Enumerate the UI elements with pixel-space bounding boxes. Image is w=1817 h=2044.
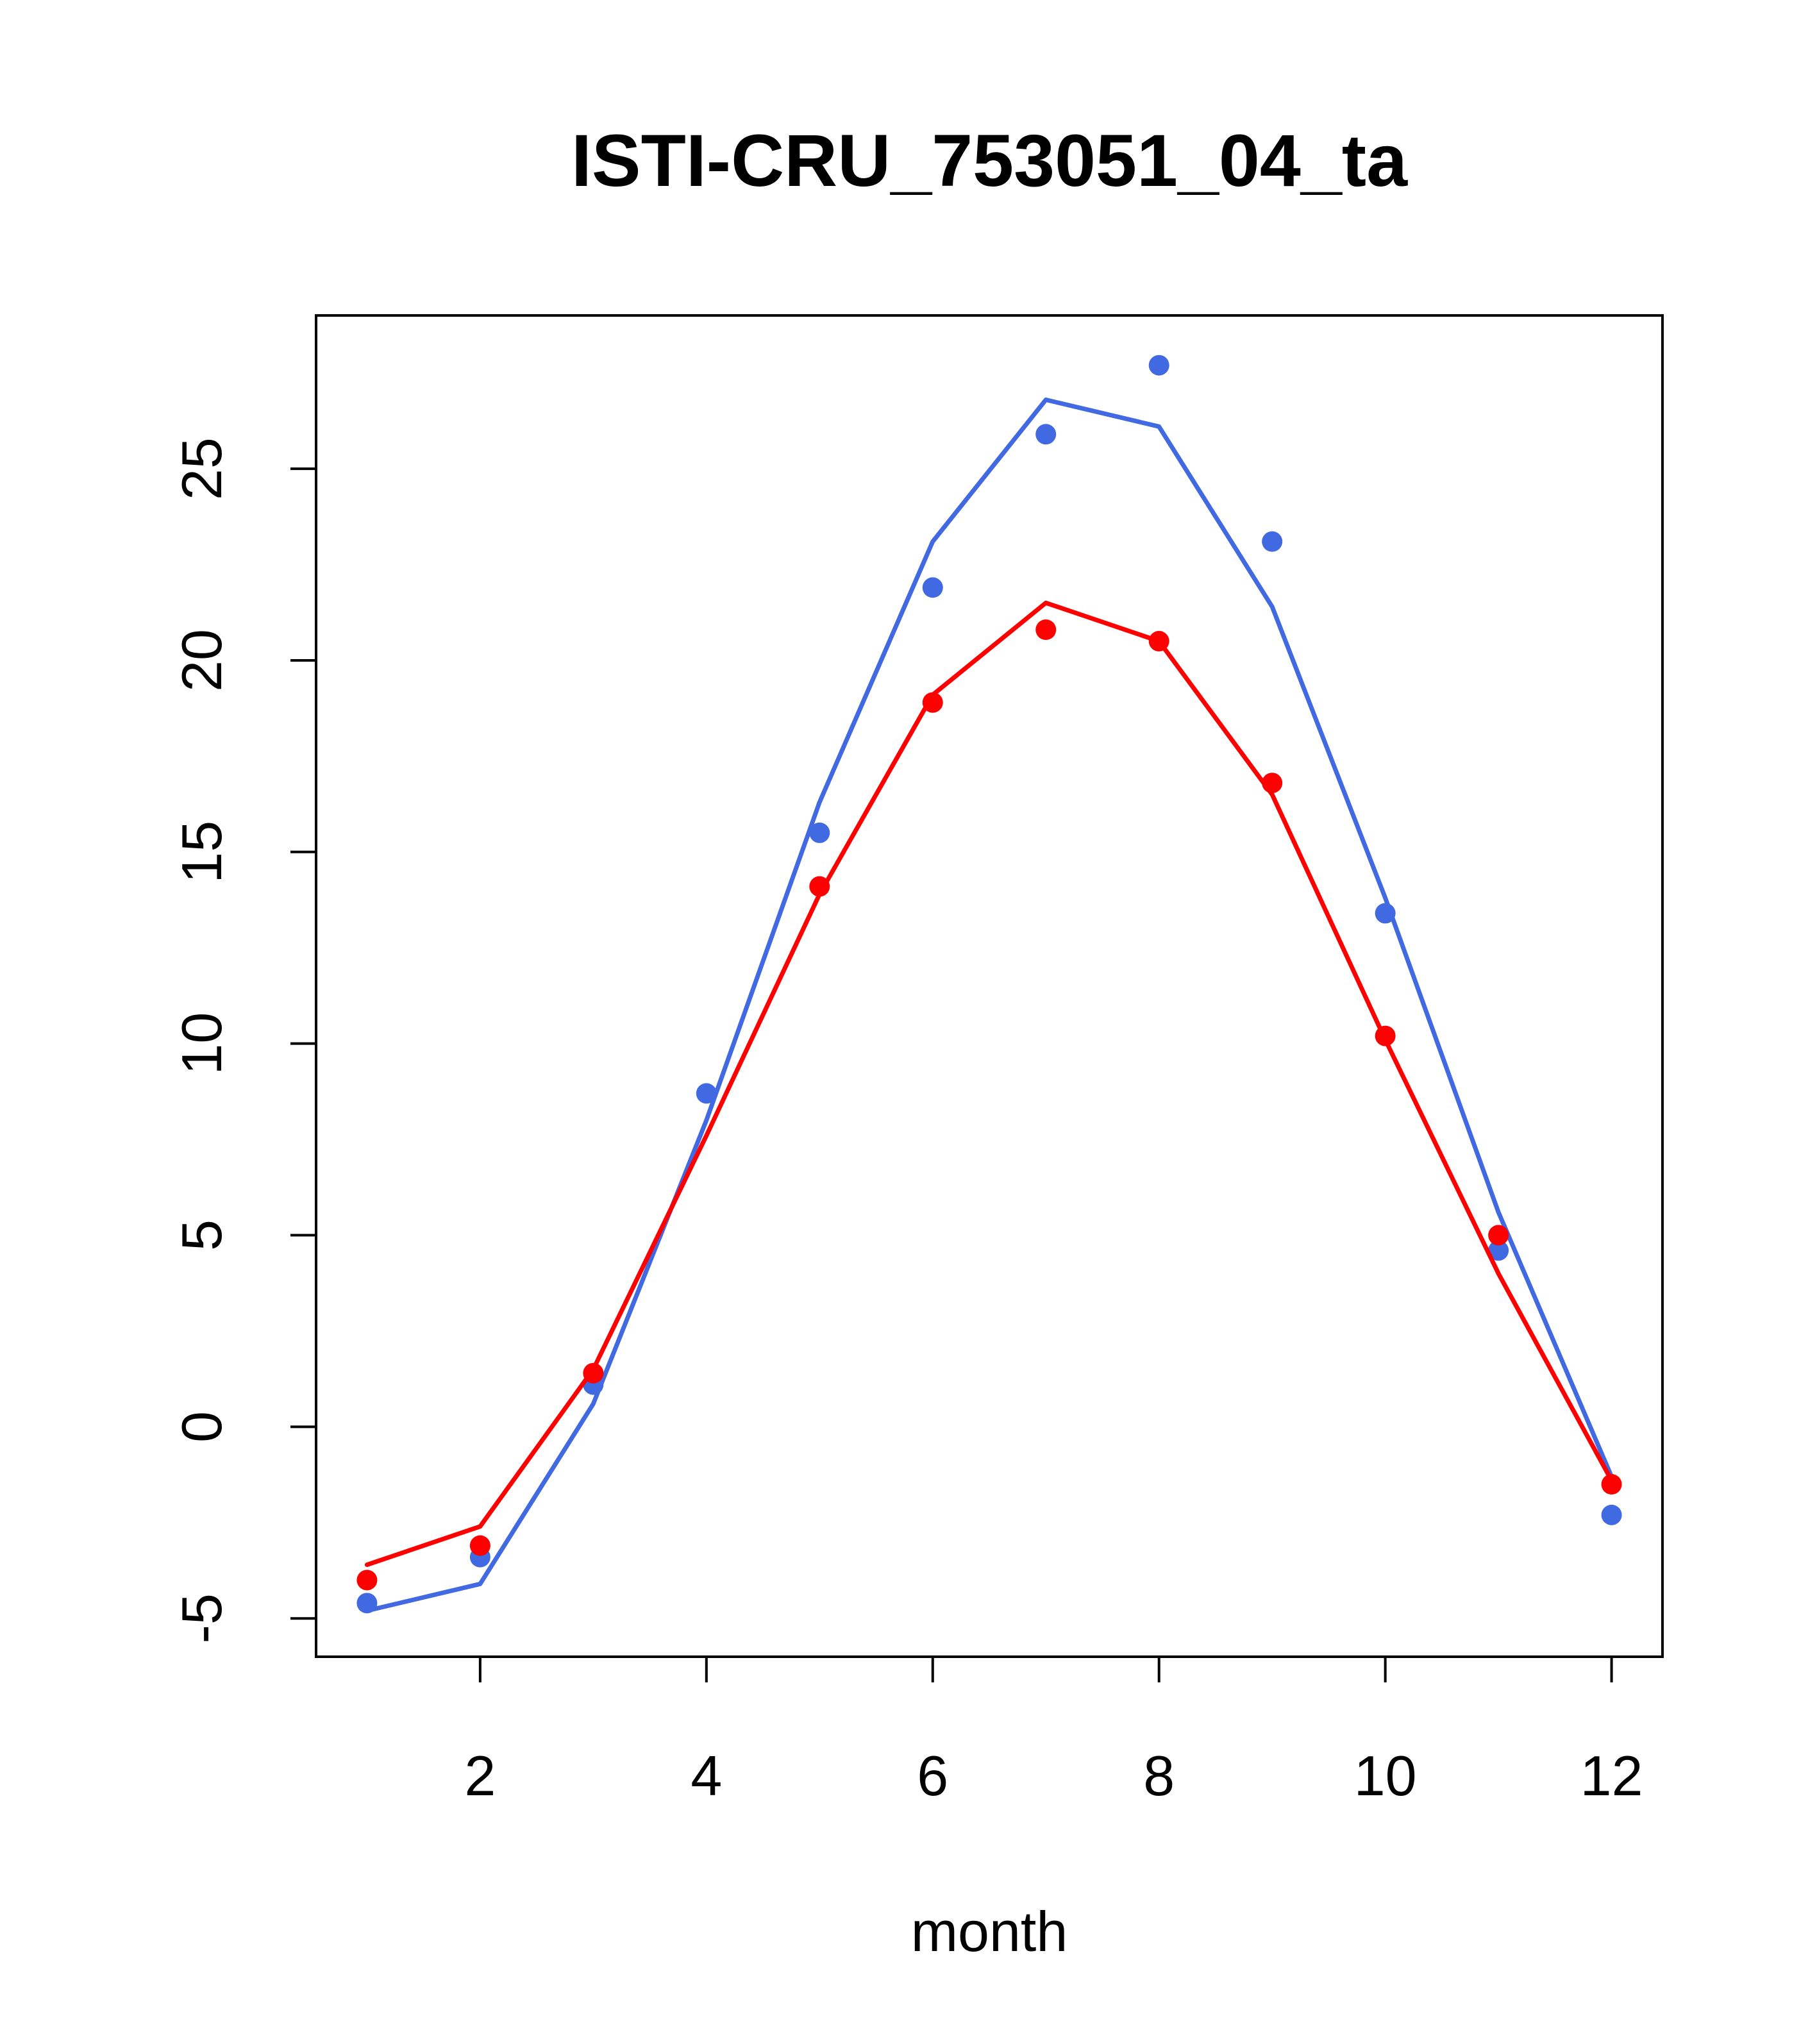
data-point <box>809 876 830 897</box>
y-tick-label: 25 <box>170 437 233 500</box>
series-line <box>364 397 1614 1613</box>
data-point <box>1148 355 1169 376</box>
x-tick-label: 8 <box>1143 1744 1175 1807</box>
data-point <box>1488 1240 1509 1261</box>
plot-frame <box>315 314 1664 1658</box>
y-tick-label: -5 <box>170 1593 233 1643</box>
y-tick-label: 20 <box>170 629 233 692</box>
data-point <box>1262 773 1283 794</box>
data-point <box>809 822 830 843</box>
x-tick-label: 12 <box>1580 1744 1643 1807</box>
series-line <box>364 600 1614 1568</box>
data-point <box>1488 1225 1509 1246</box>
data-point <box>356 1593 378 1614</box>
x-axis-label: month <box>911 1900 1068 1963</box>
data-point <box>922 577 943 598</box>
x-axis: 2 4 6 8 10 12 <box>464 1655 1643 1807</box>
data-point <box>1035 619 1057 641</box>
data-point <box>1601 1504 1622 1525</box>
series-1 <box>356 600 1622 1591</box>
x-tick-label: 6 <box>917 1744 948 1807</box>
data-point <box>356 1570 378 1591</box>
x-tick-label: 4 <box>691 1744 722 1807</box>
chart-title: ISTI-CRU_753051_04_ta <box>571 120 1408 202</box>
y-tick-label: 10 <box>170 1012 233 1075</box>
data-point <box>469 1535 490 1556</box>
x-tick-label: 10 <box>1354 1744 1417 1807</box>
data-point <box>1148 631 1169 652</box>
data-point <box>696 1083 717 1104</box>
data-point <box>1375 903 1396 924</box>
y-tick-label: 5 <box>170 1219 233 1251</box>
data-point <box>922 692 943 713</box>
y-tick-label: 0 <box>170 1411 233 1443</box>
y-tick-label: 15 <box>170 821 233 884</box>
series-0 <box>356 355 1622 1614</box>
data-point <box>583 1362 604 1384</box>
data-point <box>1035 424 1057 445</box>
data-point <box>1262 531 1283 552</box>
x-tick-label: 2 <box>464 1744 496 1807</box>
data-point <box>1375 1025 1396 1046</box>
data-point <box>1601 1474 1622 1495</box>
series-layer <box>356 355 1622 1614</box>
y-axis: -5 0 5 10 15 20 25 <box>170 437 317 1643</box>
